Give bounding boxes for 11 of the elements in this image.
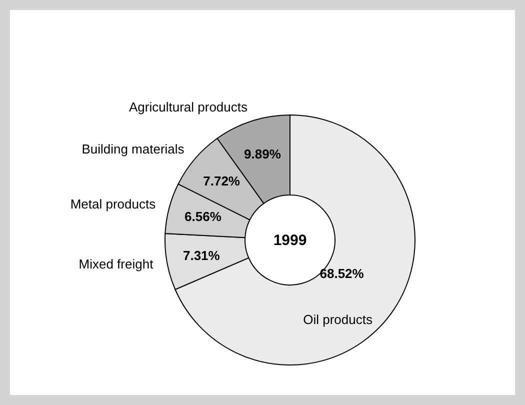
data-label: 6.56% [184, 209, 222, 224]
slice-label: Mixed freight [78, 256, 154, 272]
text: 1999 [273, 232, 307, 249]
data-label: 68.52% [320, 266, 364, 282]
slice-label: Metal products [70, 196, 156, 212]
data-label: 7.72% [203, 174, 240, 189]
data-label: 9.89% [244, 146, 282, 162]
slice-label: Agricultural products [129, 100, 248, 115]
data-label: 7.31% [182, 248, 220, 263]
slice-label: Building materials [82, 142, 185, 157]
slice-label: Oil products [303, 312, 373, 328]
